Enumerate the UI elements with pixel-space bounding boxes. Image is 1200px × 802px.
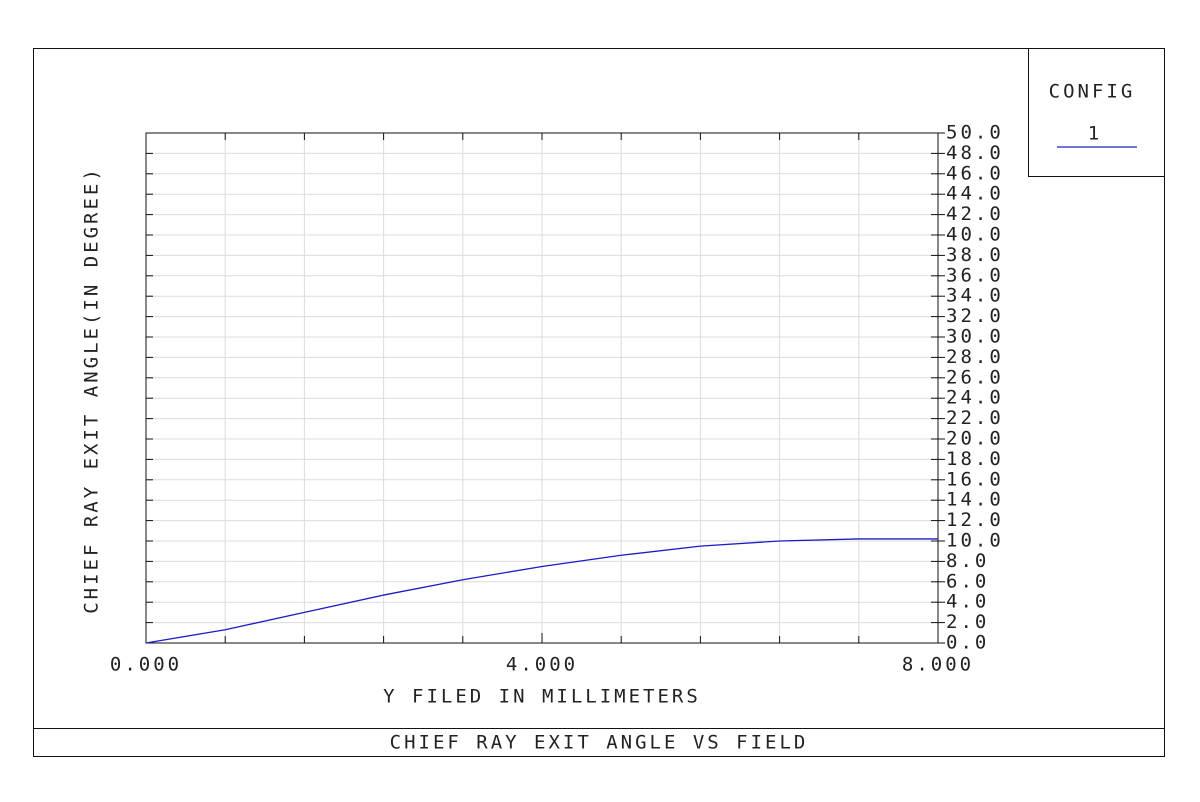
legend-box (1028, 48, 1165, 177)
y-tick-label: 0.0 (946, 632, 989, 654)
x-axis-label: Y FILED IN MILLIMETERS (383, 686, 701, 708)
x-tick-label: 0.000 (110, 654, 182, 676)
y-tick-label: 22.0 (946, 407, 1004, 429)
y-tick-label: 34.0 (946, 285, 1004, 307)
y-tick-label: 26.0 (946, 366, 1004, 388)
y-tick-label: 4.0 (946, 591, 989, 613)
chart-title: CHIEF RAY EXIT ANGLE VS FIELD (390, 732, 809, 754)
y-tick-label: 46.0 (946, 162, 1004, 184)
y-tick-label: 20.0 (946, 428, 1004, 450)
y-tick-label: 16.0 (946, 468, 1004, 490)
y-tick-label: 24.0 (946, 387, 1004, 409)
y-tick-label: 50.0 (946, 122, 1004, 144)
x-tick-label: 8.000 (902, 654, 974, 676)
y-tick-label: 48.0 (946, 142, 1004, 164)
outer-frame (33, 48, 1165, 757)
y-tick-label: 36.0 (946, 264, 1004, 286)
x-tick-label: 4.000 (506, 654, 578, 676)
legend-title: CONFIG (1049, 81, 1136, 103)
y-tick-label: 14.0 (946, 489, 1004, 511)
y-tick-label: 42.0 (946, 203, 1004, 225)
y-tick-label: 10.0 (946, 530, 1004, 552)
y-tick-label: 40.0 (946, 224, 1004, 246)
legend-label: 1 (1088, 123, 1102, 145)
y-tick-label: 6.0 (946, 570, 989, 592)
plot-frame (145, 132, 939, 644)
y-tick-label: 2.0 (946, 611, 989, 633)
y-tick-label: 18.0 (946, 448, 1004, 470)
y-tick-label: 8.0 (946, 550, 989, 572)
y-tick-label: 32.0 (946, 305, 1004, 327)
data-line (145, 538, 938, 644)
y-tick-label: 12.0 (946, 509, 1004, 531)
y-tick-label: 38.0 (946, 244, 1004, 266)
y-tick-label: 28.0 (946, 346, 1004, 368)
y-tick-label: 30.0 (946, 326, 1004, 348)
y-tick-label: 44.0 (946, 183, 1004, 205)
y-axis-label: CHIEF RAY EXIT ANGLE(IN DEGREE) (81, 166, 103, 614)
